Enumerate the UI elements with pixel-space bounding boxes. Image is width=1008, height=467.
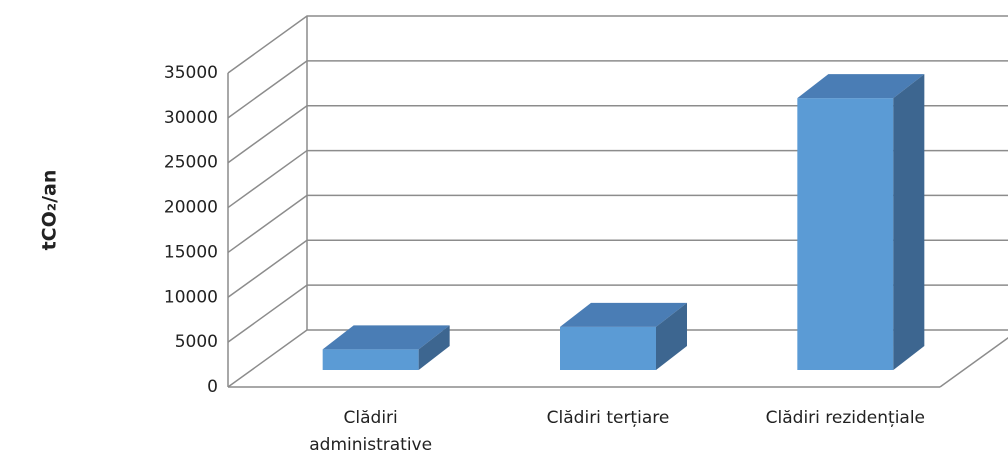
y-tick-label: 15000 bbox=[164, 242, 218, 262]
y-tick-label: 20000 bbox=[164, 198, 218, 218]
floor-edge bbox=[939, 337, 1008, 388]
y-tick-label: 30000 bbox=[164, 108, 218, 128]
bar-top bbox=[560, 302, 687, 327]
bar-side bbox=[893, 74, 925, 370]
bar-side bbox=[656, 302, 687, 370]
y-tick-label: 35000 bbox=[164, 63, 218, 83]
bar-front bbox=[322, 349, 419, 370]
grid-line bbox=[227, 329, 1008, 388]
bar bbox=[797, 74, 925, 370]
x-tick-label: Clădiri terțiare bbox=[546, 408, 670, 428]
grid-line bbox=[227, 194, 1008, 254]
bar-top bbox=[797, 74, 925, 99]
x-tick-label: Clădiri administrative bbox=[309, 408, 433, 455]
grid-line bbox=[227, 15, 1008, 74]
bar-front bbox=[560, 326, 656, 370]
grid-line bbox=[227, 284, 1008, 343]
bar bbox=[560, 302, 687, 370]
grid-line bbox=[227, 149, 1008, 209]
grid-line bbox=[227, 60, 1008, 119]
y-tick-label: 25000 bbox=[164, 153, 218, 173]
x-tick-label: Clădiri rezidențiale bbox=[765, 408, 926, 428]
bar-front bbox=[797, 98, 894, 370]
grid-line bbox=[227, 239, 1008, 298]
y-tick-label: 10000 bbox=[164, 287, 218, 307]
y-tick-label: 5000 bbox=[175, 332, 218, 352]
y-tick-label: 0 bbox=[207, 377, 218, 397]
grid-line bbox=[227, 104, 1008, 164]
bar bbox=[322, 325, 450, 370]
bar-top bbox=[322, 325, 450, 350]
y-axis-title: tCO₂/an bbox=[39, 170, 61, 251]
bar-side bbox=[418, 325, 450, 370]
